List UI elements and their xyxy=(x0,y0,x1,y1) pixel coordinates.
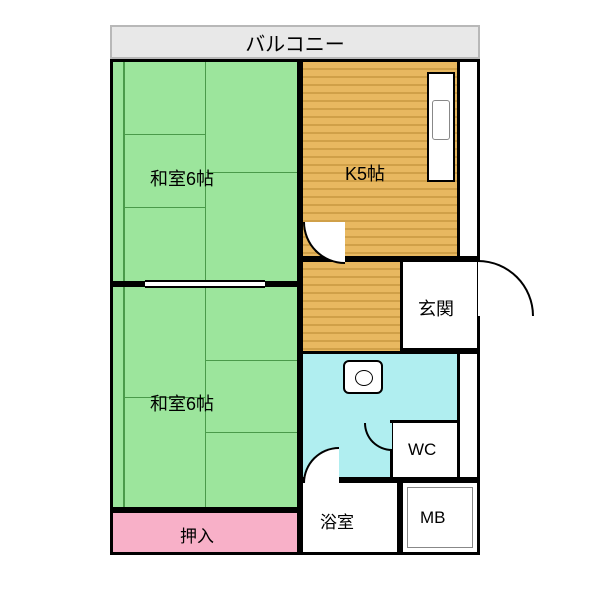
entrance-door-arc xyxy=(478,260,534,316)
wc xyxy=(390,420,460,480)
balcony-label: バルコニー xyxy=(245,28,345,57)
washitsu-bottom xyxy=(110,284,300,510)
mb xyxy=(400,480,480,555)
sink-icon xyxy=(432,100,450,140)
bathroom xyxy=(300,480,400,555)
exterior-right xyxy=(460,59,480,259)
sliding-door-top xyxy=(145,280,265,288)
washbasin-icon xyxy=(343,360,383,394)
closet xyxy=(110,510,300,555)
kitchen-counter xyxy=(427,72,455,182)
balcony: バルコニー xyxy=(110,25,480,59)
genkan-outer xyxy=(460,351,480,480)
washitsu-top xyxy=(110,59,300,284)
floor-plan: バルコニー xyxy=(0,0,600,600)
genkan xyxy=(400,259,480,351)
